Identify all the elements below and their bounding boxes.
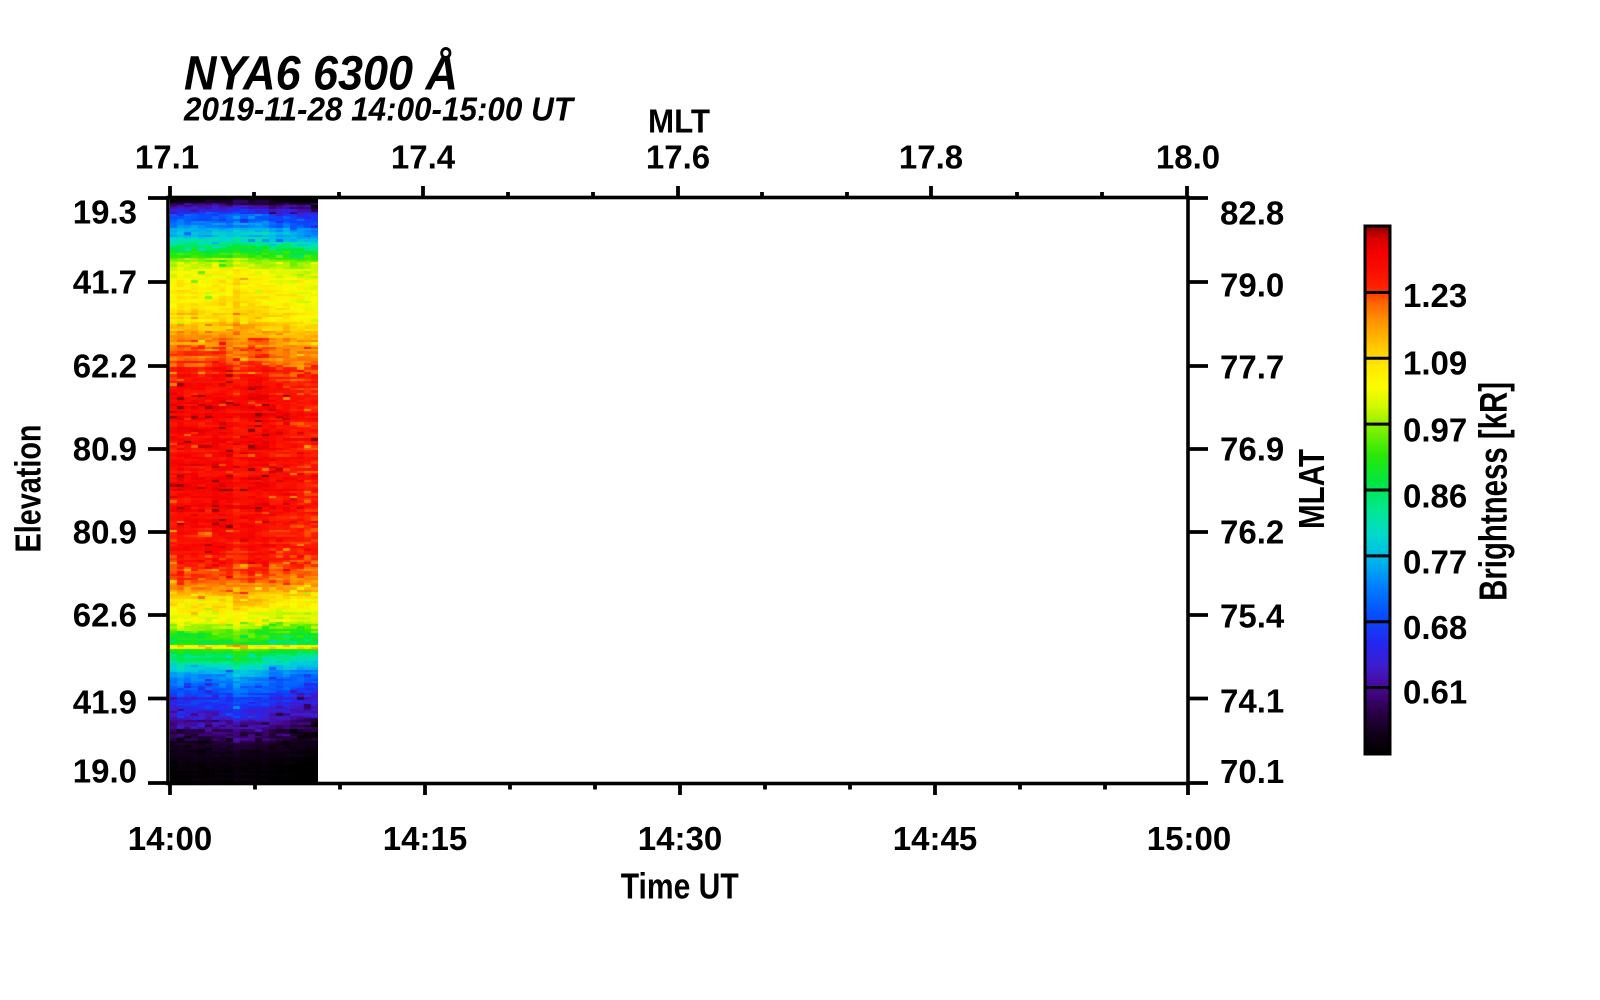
svg-text:75.4: 75.4 bbox=[1220, 598, 1285, 635]
svg-text:19.0: 19.0 bbox=[73, 753, 137, 790]
svg-text:80.9: 80.9 bbox=[73, 514, 137, 551]
svg-text:Brightness [kR]: Brightness [kR] bbox=[1473, 382, 1516, 601]
svg-text:19.3: 19.3 bbox=[73, 194, 137, 231]
svg-text:14:45: 14:45 bbox=[893, 820, 977, 857]
svg-text:62.6: 62.6 bbox=[73, 597, 137, 634]
svg-text:41.7: 41.7 bbox=[73, 264, 137, 301]
svg-text:0.77: 0.77 bbox=[1403, 544, 1467, 581]
svg-text:0.86: 0.86 bbox=[1403, 478, 1467, 515]
svg-text:41.9: 41.9 bbox=[73, 684, 137, 721]
svg-text:62.2: 62.2 bbox=[73, 348, 137, 385]
svg-text:77.7: 77.7 bbox=[1220, 349, 1284, 386]
svg-text:70.1: 70.1 bbox=[1220, 753, 1284, 790]
svg-text:1.09: 1.09 bbox=[1403, 345, 1467, 382]
svg-text:0.68: 0.68 bbox=[1403, 609, 1467, 646]
svg-text:17.1: 17.1 bbox=[135, 139, 199, 176]
svg-text:MLT: MLT bbox=[648, 103, 710, 140]
svg-text:17.8: 17.8 bbox=[899, 139, 963, 176]
svg-text:74.1: 74.1 bbox=[1220, 683, 1284, 720]
svg-text:Time UT: Time UT bbox=[621, 865, 739, 906]
svg-text:14:00: 14:00 bbox=[128, 820, 212, 857]
svg-text:NYA6 6300 Å: NYA6 6300 Å bbox=[184, 47, 458, 101]
svg-text:2019-11-28 14:00-15:00 UT: 2019-11-28 14:00-15:00 UT bbox=[183, 91, 576, 128]
svg-text:Elevation: Elevation bbox=[8, 425, 49, 553]
svg-text:76.2: 76.2 bbox=[1220, 514, 1284, 551]
svg-text:0.97: 0.97 bbox=[1403, 412, 1467, 449]
svg-text:82.8: 82.8 bbox=[1220, 195, 1284, 232]
svg-text:1.23: 1.23 bbox=[1403, 277, 1467, 314]
svg-text:15:00: 15:00 bbox=[1147, 820, 1231, 857]
svg-text:80.9: 80.9 bbox=[73, 431, 137, 468]
svg-text:76.9: 76.9 bbox=[1220, 431, 1284, 468]
svg-text:MLAT: MLAT bbox=[1291, 449, 1332, 529]
svg-text:0.61: 0.61 bbox=[1403, 674, 1467, 711]
svg-text:17.4: 17.4 bbox=[391, 139, 456, 176]
svg-text:79.0: 79.0 bbox=[1220, 267, 1284, 304]
svg-text:14:30: 14:30 bbox=[638, 820, 722, 857]
svg-text:14:15: 14:15 bbox=[383, 820, 467, 857]
svg-text:17.6: 17.6 bbox=[646, 139, 710, 176]
svg-text:18.0: 18.0 bbox=[1156, 139, 1220, 176]
